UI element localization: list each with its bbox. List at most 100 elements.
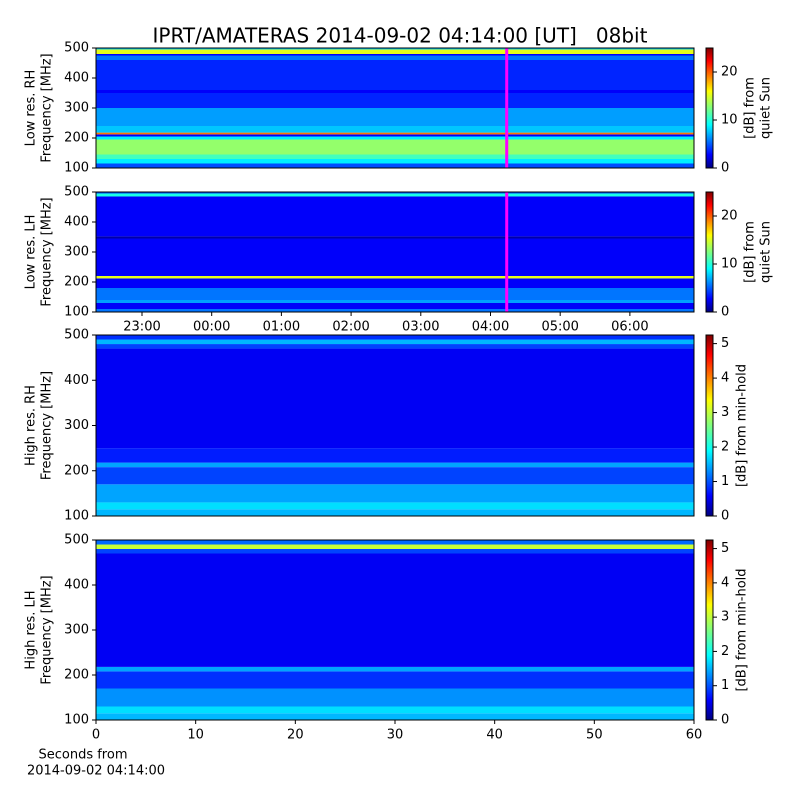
spectrum-band (96, 276, 694, 279)
x-tick-label: 00:00 (193, 320, 230, 335)
spectrum-band (96, 154, 694, 159)
spectrum-band (96, 553, 694, 667)
colorbar-label: [dB] from min-hold (735, 364, 750, 487)
colorbar-label: quiet Sun (759, 221, 774, 283)
y-tick-label: 300 (64, 418, 89, 433)
y-tick-label: 300 (64, 101, 89, 116)
spectrum-band (96, 192, 694, 194)
colorbar-tick-label: 10 (721, 113, 738, 128)
y-tick-label: 400 (64, 215, 89, 230)
x-tick-label: 01:00 (263, 320, 300, 335)
colorbar-tick-label: 2 (721, 644, 729, 659)
colorbar-tick-label: 3 (721, 610, 729, 625)
y-tick-label: 200 (64, 275, 89, 290)
colorbar-label: [dB] from (743, 77, 758, 139)
spectrum-band (96, 236, 694, 239)
x-tick-label: 20 (287, 728, 304, 743)
y-tick-label: 300 (64, 245, 89, 260)
y-axis-label: High res. RH (24, 385, 39, 466)
colorbar-tick-label: 0 (721, 161, 729, 176)
colorbar-label: [dB] from (743, 221, 758, 283)
spectrum-band (96, 252, 694, 276)
y-tick-label: 100 (64, 713, 89, 728)
x-axis-label: Seconds from (38, 748, 127, 763)
spectrum-band (96, 484, 694, 503)
y-axis-label: Frequency [MHz] (40, 575, 55, 684)
spectrum-band (96, 448, 694, 463)
spectrum-band (96, 462, 694, 468)
y-tick-label: 400 (64, 71, 89, 86)
x-tick-label: 02:00 (332, 320, 369, 335)
x-tick-label: 23:00 (123, 320, 160, 335)
spectrum-band (96, 278, 694, 288)
colorbar-tick-label: 0 (721, 509, 729, 524)
spectrum-band (96, 549, 694, 554)
spectrum-band (96, 467, 694, 485)
colorbar-tick-label: 0 (721, 305, 729, 320)
spectrum-band (96, 671, 694, 689)
x-tick-label: 04:00 (472, 320, 509, 335)
spectrum-band (96, 93, 694, 108)
spectrum-band (96, 49, 694, 54)
y-tick-label: 500 (64, 533, 89, 548)
y-axis-label: High res. LH (24, 590, 39, 669)
y-tick-label: 400 (64, 373, 89, 388)
colorbar-tick-label: 20 (721, 209, 738, 224)
colorbar (705, 334, 714, 517)
spectrum-band (96, 136, 694, 140)
spectrum-band (96, 210, 694, 216)
colorbar-tick-label: 0 (721, 713, 729, 728)
y-tick-label: 100 (64, 509, 89, 524)
y-axis-label: Low res. LH (24, 215, 39, 290)
x-tick-label: 0 (92, 728, 100, 743)
spectrum-band (96, 132, 694, 135)
colorbar-tick-label: 4 (721, 575, 729, 590)
spectrum-band (96, 339, 694, 345)
spectrum-band (96, 139, 694, 155)
spectrum-band (96, 90, 694, 93)
spectrum-band (96, 335, 694, 340)
colorbar-tick-label: 4 (721, 371, 729, 386)
colorbar-tick-label: 2 (721, 440, 729, 455)
spectrum-band (96, 199, 694, 210)
spectrum-band (96, 300, 694, 303)
spectrum-band (96, 344, 694, 349)
spectrum-band (96, 502, 694, 510)
colorbar-label: quiet Sun (759, 77, 774, 139)
spectrum-band (96, 544, 694, 549)
spectrum-band (96, 54, 694, 56)
y-axis-label: Frequency [MHz] (40, 371, 55, 480)
spectrum-band (96, 303, 694, 309)
colorbar (705, 539, 714, 721)
y-tick-label: 200 (64, 668, 89, 683)
y-axis-label: Low res. RH (24, 70, 39, 147)
y-tick-label: 200 (64, 463, 89, 478)
y-tick-label: 500 (64, 185, 89, 200)
y-axis-label: Frequency [MHz] (40, 197, 55, 306)
x-tick-label: 05:00 (541, 320, 578, 335)
y-tick-label: 400 (64, 578, 89, 593)
colorbar-tick-label: 20 (721, 65, 738, 80)
y-tick-label: 100 (64, 305, 89, 320)
x-tick-label: 10 (187, 728, 204, 743)
x-tick-label: 30 (387, 728, 404, 743)
spectrum-band (96, 196, 694, 200)
spectrum-band (96, 713, 694, 720)
colorbar-tick-label: 5 (721, 541, 729, 556)
spectrum-band (96, 309, 694, 312)
spectrum-band (96, 238, 694, 252)
colorbar (705, 47, 714, 169)
spectrum-band (96, 55, 694, 60)
spectrum-band (96, 509, 694, 516)
spectrum-band (96, 216, 694, 237)
colorbar-label: [dB] from min-hold (735, 568, 750, 691)
spectrum-band (96, 163, 694, 168)
x-tick-label: 50 (586, 728, 603, 743)
spectrum-band (96, 348, 694, 449)
spectrum-band (96, 159, 694, 164)
x-axis-label: 2014-09-02 04:14:00 (27, 764, 165, 779)
spectrum-band (96, 108, 694, 126)
spectrum-band (96, 134, 694, 137)
x-tick-label: 06:00 (611, 320, 648, 335)
colorbar (705, 191, 714, 313)
